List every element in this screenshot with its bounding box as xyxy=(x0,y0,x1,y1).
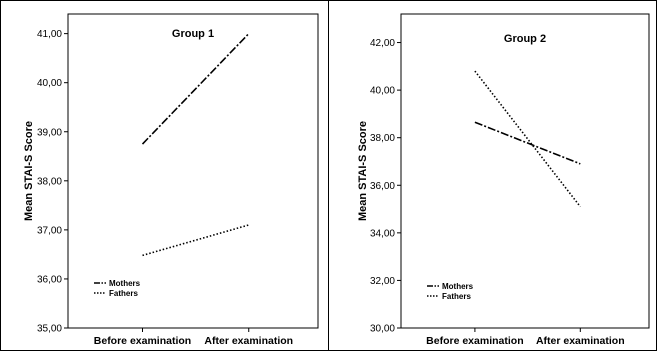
chart-panel-group-1: Group 1 Mean STAI-S Score 35,00 36,00 37,00 3… xyxy=(23,13,319,347)
plot-area xyxy=(67,13,319,329)
y-axis-label: Mean STAI-S Score xyxy=(357,121,369,221)
series-line-fathers xyxy=(142,224,249,257)
y-tick-label: 36,00 xyxy=(37,274,62,285)
legend-label: Fathers xyxy=(109,289,138,298)
series-line-mothers xyxy=(474,121,581,165)
y-tick-label: 36,00 xyxy=(370,181,395,192)
legend-label: Mothers xyxy=(442,282,474,291)
y-axis-label: Mean STAI-S Score xyxy=(23,121,35,221)
plot-area xyxy=(400,13,650,329)
y-tick-label: 35,00 xyxy=(37,324,62,335)
chart-title: Group 2 xyxy=(504,33,546,45)
y-tick-label: 37,00 xyxy=(37,225,62,236)
legend-label: Mothers xyxy=(109,279,141,288)
x-tick-label: After examination xyxy=(536,335,625,347)
chart-title: Group 1 xyxy=(172,28,214,40)
x-tick-label: Before examination xyxy=(94,335,191,347)
y-tick-label: 42,00 xyxy=(370,38,395,49)
y-tick-label: 32,00 xyxy=(370,276,395,287)
y-tick-label: 40,00 xyxy=(370,86,395,97)
y-tick-label: 40,00 xyxy=(37,78,62,89)
chart-panel-group-2: Group 2 Mean STAI-S Score 30,00 32,00 34,00 3… xyxy=(357,13,650,347)
y-tick-label: 39,00 xyxy=(37,127,62,138)
y-tick-label: 34,00 xyxy=(370,228,395,239)
y-tick-label: 30,00 xyxy=(370,324,395,335)
x-tick-label: Before examination xyxy=(426,335,523,347)
y-tick-label: 38,00 xyxy=(37,176,62,187)
series-line-mothers xyxy=(141,33,250,145)
y-tick-label: 38,00 xyxy=(370,133,395,144)
x-tick-label: After examination xyxy=(204,335,293,347)
legend-label: Fathers xyxy=(442,292,471,301)
y-tick-label: 41,00 xyxy=(37,29,62,40)
series-line-fathers xyxy=(474,70,581,208)
